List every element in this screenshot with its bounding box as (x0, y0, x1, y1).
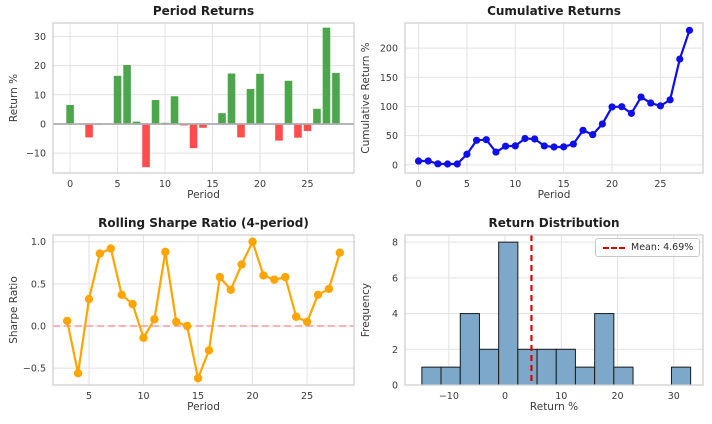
svg-text:2: 2 (392, 345, 398, 356)
svg-text:20: 20 (34, 61, 46, 72)
svg-text:−0.5: −0.5 (23, 364, 46, 375)
mean-dashed-line-icon (603, 246, 625, 249)
return-distribution-plot: −10 0 10 20 30 0 2 4 6 8 (392, 234, 704, 402)
rolling-sharpe-plot: 5 10 15 20 25 −0.5 0.0 0.5 1.0 (23, 234, 355, 402)
svg-text:6: 6 (392, 273, 398, 284)
svg-text:−10: −10 (439, 391, 459, 402)
cumulative-returns-xaxis-label: Period (537, 189, 571, 201)
svg-text:25: 25 (301, 179, 313, 190)
svg-text:0: 0 (392, 160, 398, 171)
cumulative-returns-panel: 0 5 10 15 20 25 0 50 100 150 200 Cumulative Return… (356, 0, 712, 212)
svg-text:0: 0 (392, 381, 398, 392)
svg-text:30: 30 (668, 391, 680, 402)
svg-text:20: 20 (611, 391, 623, 402)
svg-text:25: 25 (654, 179, 666, 190)
svg-text:10: 10 (555, 391, 567, 402)
svg-text:1.0: 1.0 (31, 237, 46, 248)
period-returns-panel: 0 5 10 15 20 25 −10 0 10 20 30 Period Returns Peri… (0, 0, 356, 212)
mean-legend-label: Mean: 4.69% (631, 242, 694, 253)
svg-text:0: 0 (40, 119, 46, 130)
svg-text:15: 15 (192, 391, 204, 402)
cumulative-returns-title: Cumulative Returns (487, 4, 621, 18)
svg-text:50: 50 (386, 131, 398, 142)
svg-text:5: 5 (115, 179, 121, 190)
svg-text:150: 150 (380, 73, 398, 84)
return-distribution-yaxis-label: Frequency (360, 282, 372, 338)
return-distribution-xaxis-label: Return % (529, 401, 579, 413)
period-returns-plot: 0 5 10 15 20 25 −10 0 10 20 30 (26, 22, 355, 190)
return-distribution-panel: −10 0 10 20 30 0 2 4 6 8 Return Distribution Retu… (356, 212, 712, 424)
rolling-sharpe-xaxis-label: Period (187, 401, 220, 413)
svg-text:20: 20 (254, 179, 266, 190)
svg-text:15: 15 (206, 179, 218, 190)
svg-text:5: 5 (464, 179, 470, 190)
return-distribution-title: Return Distribution (488, 216, 620, 230)
period-returns-title: Period Returns (152, 4, 255, 18)
rolling-sharpe-panel: 5 10 15 20 25 −0.5 0.0 0.5 1.0 Rolling Sharpe Ra… (0, 212, 356, 424)
rolling-sharpe-yaxis-label: Sharpe Ratio (8, 276, 20, 344)
svg-text:8: 8 (392, 238, 398, 249)
svg-text:20: 20 (606, 179, 618, 190)
svg-text:25: 25 (301, 391, 313, 402)
svg-text:20: 20 (247, 391, 259, 402)
period-returns-xaxis-label: Period (187, 189, 220, 201)
svg-text:5: 5 (86, 391, 92, 402)
svg-text:200: 200 (380, 44, 398, 55)
svg-text:0: 0 (416, 179, 422, 190)
mean-legend: Mean: 4.69% (595, 238, 700, 257)
svg-text:15: 15 (558, 179, 570, 190)
svg-text:10: 10 (159, 179, 171, 190)
svg-text:−10: −10 (26, 149, 46, 160)
cumulative-returns-plot: 0 5 10 15 20 25 0 50 100 150 200 (380, 22, 704, 190)
rolling-sharpe-title: Rolling Sharpe Ratio (4-period) (98, 216, 309, 230)
cumulative-returns-yaxis-label: Cumulative Return % (360, 42, 372, 154)
svg-text:0.5: 0.5 (31, 279, 46, 290)
svg-text:10: 10 (137, 391, 149, 402)
svg-text:10: 10 (509, 179, 521, 190)
svg-text:4: 4 (392, 309, 398, 320)
svg-text:10: 10 (34, 90, 46, 101)
period-returns-yaxis-label: Return % (8, 73, 20, 123)
svg-text:0.0: 0.0 (31, 322, 46, 333)
svg-text:100: 100 (380, 102, 398, 113)
svg-text:30: 30 (34, 32, 46, 43)
svg-text:0: 0 (67, 179, 73, 190)
svg-text:0: 0 (502, 391, 508, 402)
